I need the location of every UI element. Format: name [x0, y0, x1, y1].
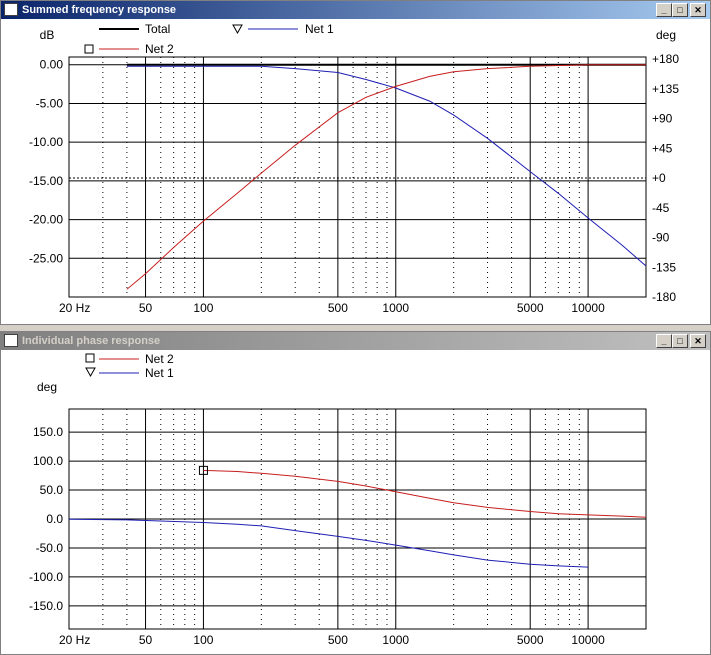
- legend-label-net-2: Net 2: [145, 352, 174, 366]
- y2-tick-label: +90: [652, 112, 673, 126]
- phase-titlebar[interactable]: Individual phase response _ □ ✕: [1, 332, 710, 350]
- legend-marker-square: [85, 353, 95, 363]
- y-tick-label: -5.00: [36, 96, 64, 110]
- x-tick-label: 500: [328, 301, 348, 315]
- y-tick-label: -100.0: [29, 570, 63, 584]
- y-tick-label: -50.0: [36, 541, 64, 555]
- legend-label-net-1: Net 1: [145, 366, 174, 380]
- y2-tick-label: -135: [652, 260, 676, 274]
- series-line-net-1: [126, 65, 647, 267]
- window-title: Individual phase response: [22, 335, 161, 347]
- y-tick-label: 150.0: [33, 425, 63, 439]
- minimize-button[interactable]: _: [656, 334, 672, 348]
- y-tick-label: -150.0: [29, 599, 63, 613]
- phase-chart: 150.0 100.0 50.0 0.0 -50.0 -100.0 -150.0 20 Hz 5…: [29, 352, 647, 647]
- y-tick-label: 100.0: [33, 454, 63, 468]
- y2-tick-label: -180: [652, 290, 676, 304]
- x-tick-label: 50: [139, 633, 153, 647]
- y-tick-label: 0.0: [46, 512, 63, 526]
- x-tick-label: 50: [139, 301, 153, 315]
- y-tick-label: -15.00: [29, 174, 63, 188]
- series-line-net-2: [126, 64, 646, 290]
- legend-marker-square: [84, 44, 94, 54]
- phase-window: Individual phase response _ □ ✕ 150.0 100…: [0, 331, 711, 655]
- y2-tick-label: +180: [652, 52, 679, 66]
- maximize-button[interactable]: □: [672, 334, 688, 348]
- x-tick-label: 5000: [517, 301, 544, 315]
- chart-window-icon: [4, 334, 18, 347]
- y-axis-label: deg: [37, 380, 57, 394]
- x-tick-label: 1000: [382, 301, 409, 315]
- x-tick-label: 20 Hz: [59, 633, 90, 647]
- frequency-titlebar[interactable]: Summed frequency response _ □ ✕: [1, 1, 710, 19]
- x-tick-label: 500: [328, 633, 348, 647]
- x-tick-label: 100: [193, 301, 213, 315]
- legend-marker-triangle: [232, 24, 243, 35]
- y-tick-label: -25.00: [29, 251, 63, 265]
- y-tick-label: -20.00: [29, 213, 63, 227]
- cursor-marker: [198, 465, 208, 475]
- y2-axis-label: deg: [656, 28, 676, 42]
- chart-window-icon: [4, 3, 18, 16]
- legend-label-net-1: Net 1: [305, 22, 334, 36]
- y2-tick-label: +0: [652, 171, 666, 185]
- x-tick-label: 1000: [382, 633, 409, 647]
- plot-area: [68, 56, 647, 298]
- y-tick-label: 50.0: [40, 483, 64, 497]
- y-tick-label: -10.00: [29, 135, 63, 149]
- frequency-window: Summed frequency response _ □ ✕ 0.00 -5.0…: [0, 0, 711, 325]
- y-axis-label: dB: [40, 28, 55, 42]
- close-button[interactable]: ✕: [690, 334, 706, 348]
- series-line-net-1: [68, 518, 589, 568]
- close-button[interactable]: ✕: [690, 3, 706, 17]
- x-tick-label: 100: [193, 633, 213, 647]
- x-tick-label: 10000: [571, 633, 605, 647]
- maximize-button[interactable]: □: [672, 3, 688, 17]
- x-tick-label: 20 Hz: [59, 301, 90, 315]
- y2-tick-label: -45: [652, 201, 670, 215]
- legend-label-total: Total: [145, 22, 170, 36]
- x-tick-label: 10000: [571, 301, 605, 315]
- y2-tick-label: -90: [652, 231, 670, 245]
- legend-label-net-2: Net 2: [145, 42, 174, 56]
- y-tick-label: 0.00: [40, 58, 64, 72]
- legend-marker-triangle: [85, 367, 96, 378]
- x-tick-label: 5000: [517, 633, 544, 647]
- y2-tick-label: +135: [652, 82, 679, 96]
- window-title: Summed frequency response: [22, 4, 177, 16]
- y2-tick-label: +45: [652, 141, 673, 155]
- frequency-chart: 0.00 -5.00 -10.00 -15.00 -20.00 -25.00 20 Hz 50…: [29, 22, 679, 315]
- minimize-button[interactable]: _: [656, 3, 672, 17]
- series-line-net-2: [203, 469, 647, 518]
